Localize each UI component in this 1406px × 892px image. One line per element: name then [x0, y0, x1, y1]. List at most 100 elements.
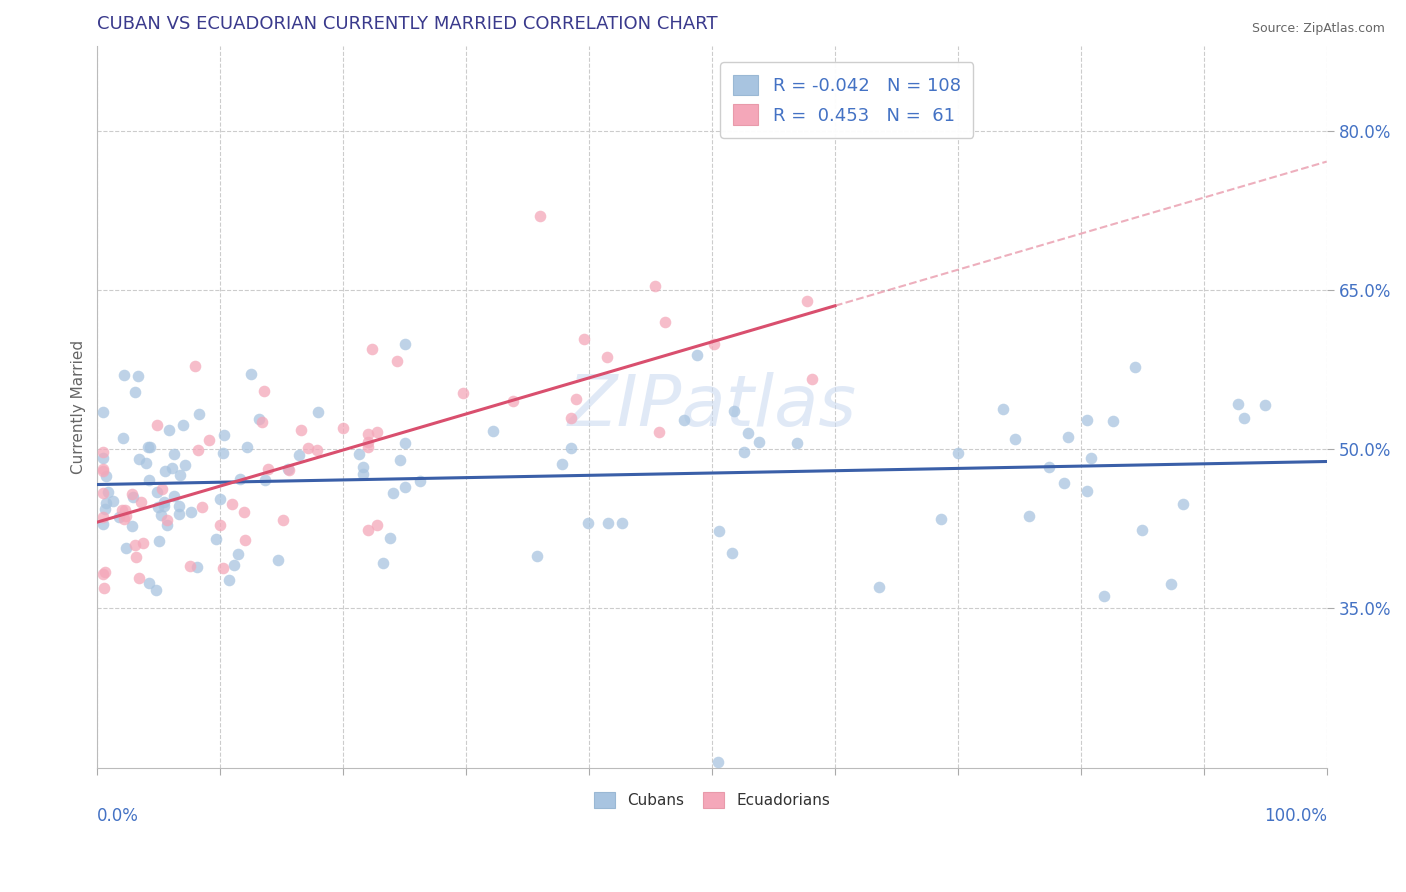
Point	[394, 435, 416, 450]
Point	[703, 337, 725, 351]
Text: 100.0%: 100.0%	[1264, 807, 1327, 825]
Point	[191, 500, 214, 515]
Point	[1092, 589, 1115, 603]
Point	[373, 556, 395, 570]
Point	[409, 474, 432, 488]
Point	[208, 491, 231, 506]
Point	[226, 547, 249, 561]
Point	[139, 440, 162, 454]
Point	[1053, 476, 1076, 491]
Point	[1076, 412, 1098, 426]
Point	[128, 452, 150, 467]
Point	[121, 519, 143, 533]
Point	[596, 516, 619, 530]
Point	[187, 407, 209, 421]
Point	[145, 484, 167, 499]
Point	[394, 336, 416, 351]
Point	[156, 513, 179, 527]
Point	[1056, 430, 1078, 444]
Point	[551, 458, 574, 472]
Point	[163, 489, 186, 503]
Point	[357, 524, 380, 538]
Point	[145, 582, 167, 597]
Point	[332, 421, 354, 435]
Point	[352, 459, 374, 474]
Point	[1038, 460, 1060, 475]
Point	[707, 756, 730, 770]
Point	[733, 444, 755, 458]
Legend: Cubans, Ecuadorians: Cubans, Ecuadorians	[588, 786, 837, 814]
Point	[1076, 483, 1098, 498]
Point	[387, 354, 409, 368]
Text: CUBAN VS ECUADORIAN CURRENTLY MARRIED CORRELATION CHART: CUBAN VS ECUADORIAN CURRENTLY MARRIED CO…	[97, 15, 718, 33]
Point	[145, 417, 167, 432]
Point	[1171, 497, 1194, 511]
Point	[93, 582, 115, 596]
Point	[1233, 411, 1256, 425]
Point	[931, 512, 953, 526]
Point	[169, 467, 191, 482]
Point	[150, 483, 173, 497]
Point	[1160, 577, 1182, 591]
Point	[357, 427, 380, 442]
Point	[111, 432, 134, 446]
Point	[115, 541, 138, 555]
Point	[451, 385, 474, 400]
Point	[565, 392, 588, 406]
Point	[273, 513, 295, 527]
Point	[801, 372, 824, 386]
Point	[253, 473, 276, 487]
Point	[277, 462, 299, 476]
Point	[233, 505, 256, 519]
Point	[868, 580, 890, 594]
Point	[297, 441, 319, 455]
Point	[93, 405, 115, 419]
Point	[991, 402, 1014, 417]
Point	[648, 425, 671, 439]
Point	[108, 510, 131, 524]
Point	[122, 490, 145, 504]
Point	[198, 433, 221, 447]
Point	[560, 411, 582, 425]
Text: 0.0%: 0.0%	[97, 807, 139, 825]
Point	[307, 405, 329, 419]
Point	[94, 496, 117, 510]
Point	[93, 567, 115, 582]
Point	[502, 394, 524, 409]
Point	[138, 575, 160, 590]
Point	[277, 463, 299, 477]
Point	[148, 534, 170, 549]
Point	[93, 451, 115, 466]
Point	[672, 413, 695, 427]
Point	[205, 532, 228, 546]
Point	[222, 558, 245, 573]
Point	[160, 461, 183, 475]
Point	[349, 447, 371, 461]
Point	[948, 446, 970, 460]
Point	[184, 359, 207, 373]
Point	[707, 524, 730, 538]
Point	[138, 473, 160, 487]
Point	[247, 412, 270, 426]
Point	[115, 509, 138, 524]
Point	[786, 436, 808, 450]
Point	[167, 499, 190, 513]
Point	[366, 518, 388, 533]
Point	[257, 462, 280, 476]
Point	[136, 440, 159, 454]
Point	[169, 507, 191, 521]
Point	[124, 538, 146, 552]
Point	[94, 469, 117, 483]
Point	[110, 503, 132, 517]
Point	[163, 447, 186, 461]
Point	[129, 494, 152, 508]
Point	[352, 467, 374, 482]
Point	[114, 503, 136, 517]
Point	[250, 415, 273, 429]
Point	[221, 497, 243, 511]
Point	[576, 516, 599, 531]
Point	[253, 384, 276, 398]
Point	[179, 558, 201, 573]
Point	[121, 487, 143, 501]
Point	[208, 518, 231, 533]
